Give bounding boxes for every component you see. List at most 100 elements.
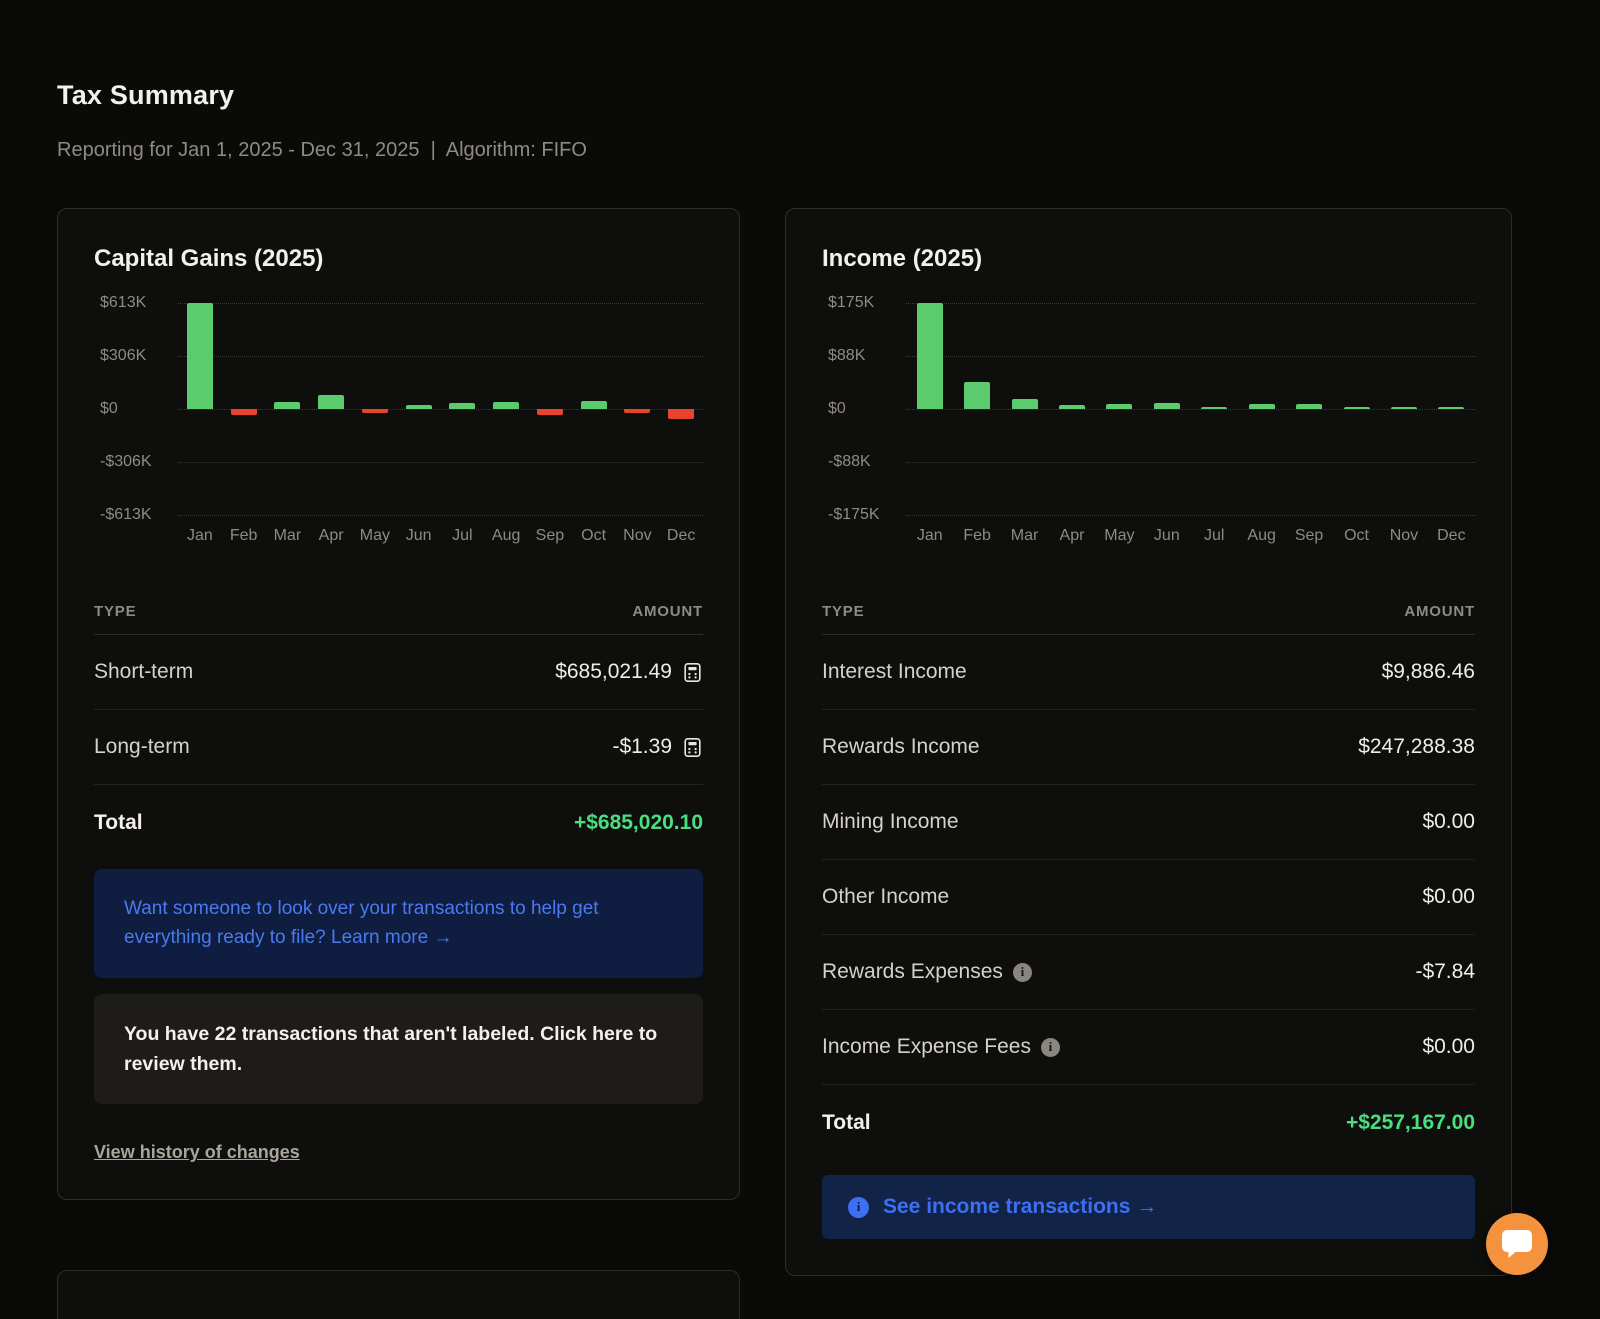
bar-mar: [1011, 398, 1038, 409]
chart-column: [1096, 303, 1143, 515]
capital-gains-title: Capital Gains (2025): [94, 245, 324, 272]
x-tick-label: Apr: [1059, 527, 1085, 544]
bar-jul: [1201, 407, 1228, 409]
see-income-transactions-banner[interactable]: i See income transactions →: [822, 1175, 1475, 1239]
chart-column: [1428, 303, 1475, 515]
chart-column: [309, 303, 353, 515]
chart-column: [222, 303, 266, 515]
row-type-label: Income Expense Fees: [822, 1035, 1031, 1058]
tax-summary-page: Tax Summary Reporting for Jan 1, 2025 - …: [57, 80, 1512, 1276]
y-tick-label: $613K: [100, 294, 147, 311]
chart-column: [528, 303, 572, 515]
chart-column: [441, 303, 485, 515]
table-row: Long-term -$1.39: [94, 710, 703, 785]
x-tick-label: Nov: [623, 527, 652, 544]
bar-oct: [580, 400, 607, 409]
column-amount: AMOUNT: [632, 603, 703, 620]
x-tick-label: Oct: [1344, 527, 1369, 544]
chart-column: [1380, 303, 1427, 515]
gridline: [178, 303, 703, 304]
total-amount: +$257,167.00: [1345, 1111, 1475, 1134]
row-type: Long-term: [94, 735, 190, 758]
view-history-link[interactable]: View history of changes: [94, 1142, 300, 1163]
y-tick-label: $88K: [828, 347, 866, 364]
x-tick-label: Jan: [186, 527, 213, 544]
chart-column: [484, 303, 528, 515]
info-icon[interactable]: i: [1040, 1037, 1060, 1057]
bar-may: [1106, 404, 1133, 409]
x-tick-label: Jun: [405, 527, 432, 544]
x-tick-label: Feb: [229, 527, 258, 544]
chat-button[interactable]: [1486, 1213, 1548, 1275]
calculator-icon[interactable]: [682, 662, 703, 683]
row-type: Short-term: [94, 660, 194, 683]
gridline: [178, 356, 703, 357]
y-tick-label: -$306K: [100, 453, 152, 470]
total-label: Total: [94, 811, 143, 834]
chart-column: [953, 303, 1000, 515]
bar-apr: [318, 395, 345, 409]
y-axis: $613K $306K $0 -$306K -$613K: [94, 294, 178, 523]
gridline: [178, 409, 703, 410]
column-type: TYPE: [822, 603, 865, 620]
chart-column: [353, 303, 397, 515]
table-row: Income Expense Fees i $0.00: [822, 1010, 1475, 1085]
x-tick-label: Apr: [318, 527, 344, 544]
x-tick-label: Mar: [1010, 527, 1039, 544]
page-subtitle: Reporting for Jan 1, 2025 - Dec 31, 2025…: [57, 139, 587, 161]
y-tick-label: $0: [100, 400, 118, 417]
x-tick-label: Aug: [491, 527, 521, 544]
x-tick-label: Sep: [535, 527, 565, 544]
income-card: Income (2025) $175K $88K $0 -$88K -$175K Jan…: [785, 208, 1512, 1276]
y-tick-label: -$613K: [100, 506, 152, 523]
table-row: Short-term $685,021.49: [94, 635, 703, 710]
gridline: [178, 515, 703, 516]
y-tick-label: $0: [828, 400, 846, 417]
x-tick-label: Feb: [963, 527, 991, 544]
bar-sep: [1296, 404, 1323, 409]
row-amount: $0.00: [1422, 885, 1475, 908]
row-type: Rewards Income: [822, 735, 980, 758]
x-tick-label: Jul: [452, 527, 473, 544]
chat-icon: [1502, 1229, 1532, 1259]
column-type: TYPE: [94, 603, 137, 620]
income-chart: $175K $88K $0 -$88K -$175K Jan Feb Mar Apr May Ju…: [822, 294, 1475, 545]
y-tick-label: $306K: [100, 347, 147, 364]
x-tick-label: Jul: [1204, 527, 1225, 544]
unlabeled-transactions-notice[interactable]: You have 22 transactions that aren't lab…: [94, 993, 703, 1105]
row-type: Rewards Expenses i: [822, 960, 1032, 984]
x-axis: Jan Feb Mar Apr May Jun Jul Aug Sep Oct Nov Dec: [178, 527, 703, 545]
chart-plot-area: Jan Feb Mar Apr May Jun Jul Aug Sep Oct Nov Dec: [178, 303, 703, 545]
bar-aug: [493, 402, 520, 409]
bar-jun: [405, 405, 432, 409]
info-icon: i: [848, 1196, 869, 1218]
table-header: TYPE AMOUNT: [822, 603, 1475, 635]
gridline: [906, 462, 1475, 463]
total-row: Total +$257,167.00: [822, 1085, 1475, 1145]
x-tick-label: Jun: [1153, 527, 1180, 544]
x-tick-label: May: [1104, 527, 1135, 544]
bar-may: [361, 409, 388, 413]
x-tick-label: Dec: [1437, 527, 1466, 544]
table-row: Rewards Expenses i -$7.84: [822, 935, 1475, 1010]
chart-column: [616, 303, 660, 515]
bar-jan: [186, 303, 213, 409]
row-type: Mining Income: [822, 810, 959, 833]
y-tick-label: -$175K: [828, 506, 880, 523]
row-type-label: Rewards Expenses: [822, 960, 1003, 983]
income-title: Income (2025): [822, 245, 983, 272]
y-axis: $175K $88K $0 -$88K -$175K: [822, 294, 906, 523]
chart-column: [1048, 303, 1095, 515]
row-amount: $247,288.38: [1358, 735, 1475, 758]
file-help-banner[interactable]: Want someone to look over your transacti…: [94, 869, 703, 978]
calculator-icon[interactable]: [682, 737, 703, 758]
info-icon[interactable]: i: [1012, 962, 1032, 982]
page-title: Tax Summary: [57, 80, 235, 110]
x-tick-label: Oct: [581, 527, 607, 544]
bar-apr: [1058, 404, 1085, 409]
next-card-partial: [57, 1270, 740, 1319]
y-tick-label: -$88K: [828, 453, 871, 470]
x-tick-label: Aug: [1247, 527, 1276, 544]
row-type: Income Expense Fees i: [822, 1035, 1060, 1059]
bar-sep: [536, 409, 563, 416]
